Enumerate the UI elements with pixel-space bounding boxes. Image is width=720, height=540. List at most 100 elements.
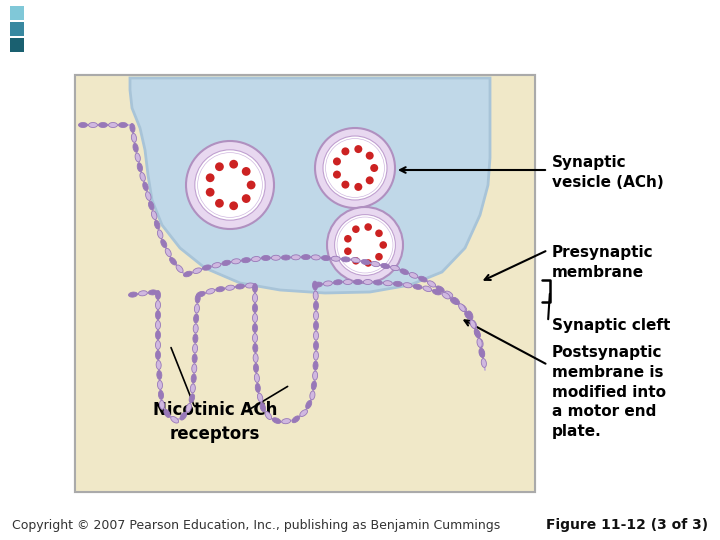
Ellipse shape (312, 281, 318, 290)
Ellipse shape (176, 265, 183, 273)
Ellipse shape (216, 287, 225, 292)
Text: Synaptic cleft: Synaptic cleft (552, 318, 670, 333)
Ellipse shape (418, 276, 427, 282)
Ellipse shape (109, 123, 117, 127)
Circle shape (215, 163, 224, 171)
Ellipse shape (310, 391, 315, 400)
Ellipse shape (222, 260, 230, 266)
Circle shape (335, 214, 395, 275)
Ellipse shape (194, 304, 199, 313)
Ellipse shape (158, 381, 163, 389)
Ellipse shape (323, 281, 333, 286)
Circle shape (366, 152, 374, 160)
Ellipse shape (409, 273, 418, 278)
Bar (10, 6, 24, 20)
Circle shape (354, 183, 362, 191)
Circle shape (364, 259, 372, 267)
Ellipse shape (313, 282, 323, 287)
Ellipse shape (451, 298, 459, 305)
Ellipse shape (197, 292, 205, 297)
Circle shape (379, 241, 387, 249)
Ellipse shape (135, 153, 140, 162)
Circle shape (323, 136, 387, 200)
Ellipse shape (235, 284, 245, 289)
Ellipse shape (251, 256, 261, 261)
Circle shape (242, 167, 251, 176)
Ellipse shape (158, 230, 163, 239)
Ellipse shape (311, 381, 316, 390)
Circle shape (370, 164, 378, 172)
Text: Presynaptic
membrane: Presynaptic membrane (552, 245, 654, 280)
Ellipse shape (165, 248, 171, 256)
Ellipse shape (156, 321, 161, 329)
Ellipse shape (169, 258, 176, 265)
Text: Copyright © 2007 Pearson Education, Inc., publishing as Benjamin Cummings: Copyright © 2007 Pearson Education, Inc.… (12, 518, 500, 532)
Ellipse shape (479, 348, 484, 357)
Ellipse shape (331, 256, 341, 261)
Ellipse shape (138, 163, 143, 172)
Bar (10, 22, 24, 36)
Ellipse shape (258, 393, 263, 402)
Ellipse shape (119, 123, 127, 127)
Ellipse shape (148, 290, 158, 295)
Ellipse shape (313, 321, 318, 330)
Ellipse shape (194, 314, 199, 323)
Ellipse shape (474, 329, 480, 338)
Ellipse shape (99, 123, 107, 127)
Ellipse shape (171, 416, 179, 423)
Ellipse shape (313, 331, 318, 340)
Ellipse shape (260, 403, 266, 411)
Polygon shape (130, 78, 490, 293)
Circle shape (344, 235, 351, 242)
Ellipse shape (445, 291, 453, 298)
Ellipse shape (148, 201, 154, 210)
Ellipse shape (192, 364, 197, 373)
Ellipse shape (306, 400, 312, 409)
Circle shape (333, 158, 341, 165)
Ellipse shape (477, 339, 482, 347)
Ellipse shape (156, 310, 161, 320)
Ellipse shape (390, 265, 400, 271)
Text: Anatomy of the Neuromuscular Junction: Anatomy of the Neuromuscular Junction (32, 26, 660, 54)
Ellipse shape (383, 281, 392, 286)
Ellipse shape (272, 418, 281, 423)
Ellipse shape (157, 370, 162, 380)
Ellipse shape (313, 361, 318, 370)
Ellipse shape (313, 301, 318, 310)
Ellipse shape (145, 192, 151, 200)
Circle shape (186, 141, 274, 229)
Ellipse shape (180, 412, 186, 420)
Ellipse shape (371, 261, 379, 267)
Ellipse shape (433, 289, 441, 295)
Ellipse shape (480, 349, 485, 357)
Ellipse shape (400, 269, 408, 274)
Circle shape (364, 223, 372, 231)
Ellipse shape (403, 282, 412, 288)
Ellipse shape (261, 255, 271, 260)
Ellipse shape (361, 260, 370, 265)
Ellipse shape (195, 294, 200, 303)
Circle shape (375, 230, 383, 237)
Ellipse shape (351, 258, 360, 263)
Ellipse shape (232, 259, 240, 264)
Ellipse shape (89, 123, 97, 127)
Ellipse shape (140, 172, 145, 181)
Ellipse shape (282, 255, 290, 260)
Text: Synaptic
vesicle (ACh): Synaptic vesicle (ACh) (552, 155, 664, 190)
Ellipse shape (423, 286, 431, 292)
Ellipse shape (193, 324, 198, 333)
Ellipse shape (470, 320, 476, 328)
Ellipse shape (474, 329, 480, 338)
Ellipse shape (428, 281, 436, 287)
Ellipse shape (343, 280, 352, 285)
Ellipse shape (292, 416, 300, 423)
Circle shape (341, 147, 349, 156)
Ellipse shape (481, 359, 487, 367)
Ellipse shape (302, 254, 310, 260)
Ellipse shape (253, 343, 258, 353)
Ellipse shape (192, 374, 197, 383)
Ellipse shape (292, 255, 300, 260)
Ellipse shape (189, 394, 194, 403)
Ellipse shape (133, 143, 138, 152)
Circle shape (247, 180, 256, 190)
